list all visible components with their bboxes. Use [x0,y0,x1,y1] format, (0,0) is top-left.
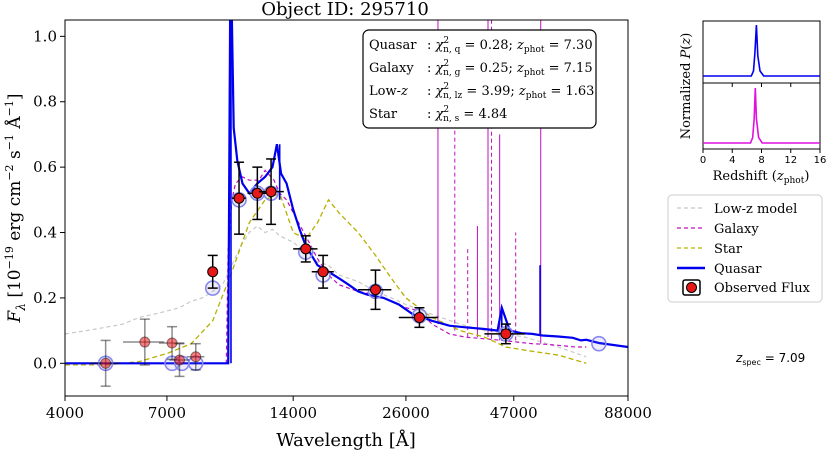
y-axis-label: Fλ [10−19 erg cm−2 s−1 Å−1] [3,94,28,324]
pz-x-tick-label: 8 [758,155,764,166]
series-lowz-model [65,225,587,358]
y-tick-labels: 0.0 0.2 0.4 0.6 0.8 1.0 [33,27,65,372]
x-tick-label: 7000 [148,404,186,422]
legend-label-galaxy: Galaxy [714,222,759,237]
legend-swatch-observed [686,282,697,293]
y-tick-label: 0.6 [33,158,57,176]
plot-series-group [65,20,628,387]
x-tick-labels: 4000 7000 14000 26000 47000 88000 [46,396,652,422]
legend: Low-z model Galaxy Star Quasar Observed … [667,194,823,303]
pz-x-tick-label: 0 [700,155,706,166]
pz-curve-quasar [703,24,820,77]
fit-row-quasar: Quasar: χ2 n, q = 0.28; zphot = 7.30 [369,36,593,55]
x-tick-label: 4000 [46,404,84,422]
fit-row-lowz: Low-z: χ2 n, lz = 3.99; zphot = 1.63 [369,82,594,101]
quasar-model-photometry-point [591,335,607,352]
y-tick-label: 0.4 [33,224,57,242]
observed-flux-point [166,337,178,349]
series-star [65,192,587,366]
observed-flux-point [500,328,512,340]
observed-flux-point [317,266,329,278]
pz-inset-ylabel: Normalized P(z) [679,33,694,140]
fit-statistics-box: Quasar: χ2 n, q = 0.28; zphot = 7.30 Galax… [362,29,597,129]
zspec-annotation: zspec = 7.09 [735,351,805,367]
legend-label-lowz: Low-z model [714,202,797,217]
svg-text:Fλ [10−19 erg cm−2 s−1 Å−1]: Fλ [10−19 erg cm−2 s−1 Å−1] [3,94,28,324]
observed-flux-point [100,357,112,369]
x-tick-label: 88000 [604,404,652,422]
y-tick-label: 0.0 [33,354,57,372]
x-tick-label: 47000 [490,404,538,422]
observed-flux-point [265,186,277,198]
observed-flux-point [413,312,425,324]
chart-title: Object ID: 295710 [261,0,429,20]
observed-flux-point [207,266,219,278]
observed-flux-point [139,336,151,348]
main-plot-frame [64,19,629,397]
observed-flux-point [190,351,202,363]
series-galaxy [65,169,587,364]
observed-flux-point [370,284,382,296]
observed-flux-point [233,192,245,204]
observed-flux-point [173,354,185,366]
pz-inset: 0 4 8 12 16 Normalized P(z) Redshift (zphot) [679,20,827,186]
legend-label-quasar: Quasar [714,262,762,277]
observed-flux-point [251,187,263,199]
observed-flux-point [300,243,312,255]
fit-row-star: Star: χ2 n, s = 4.84 [369,105,507,124]
y-tick-label: 0.8 [33,93,57,111]
pz-panel-galaxy [702,82,821,150]
x-tick-label: 14000 [269,404,317,422]
main-plot-area [65,20,628,387]
pz-inset-xlabel: Redshift (zphot) [713,169,810,186]
pz-x-tick-label: 16 [814,155,827,166]
legend-swatch-observed-box [682,279,701,296]
y-tick-label: 1.0 [33,27,57,45]
y-tick-label: 0.2 [33,289,57,307]
x-axis-label: Wavelength [Å] [276,429,416,451]
legend-label-star: Star [714,242,743,257]
fit-row-galaxy: Galaxy: χ2 n, g = 0.25; zphot = 7.15 [369,59,593,78]
pz-x-tick-label: 4 [729,155,735,166]
pz-curve-galaxy [703,87,820,144]
legend-label-observed: Observed Flux [714,281,811,296]
pz-x-tick-label: 12 [784,155,797,166]
x-tick-label: 26000 [382,404,430,422]
